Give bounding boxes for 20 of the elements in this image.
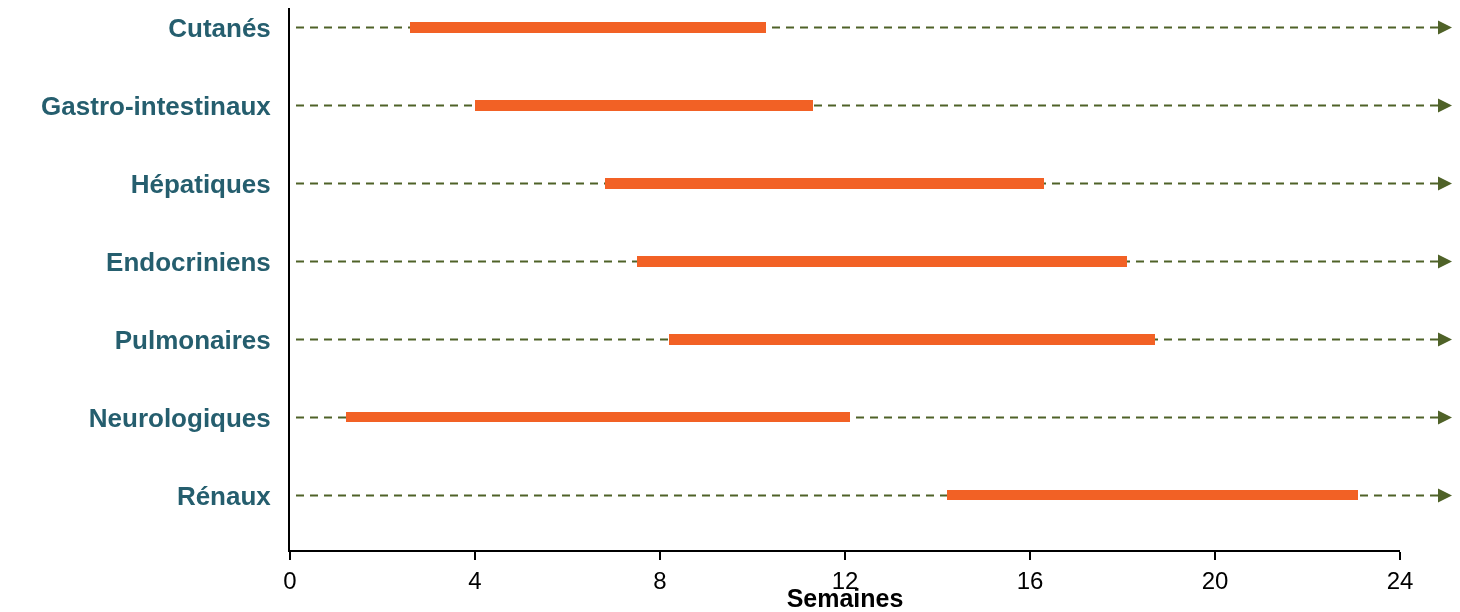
bar — [410, 22, 766, 33]
x-tick-label: 4 — [468, 566, 482, 594]
y-tick-label: Pulmonaires — [114, 324, 271, 355]
x-tick-label: 20 — [1201, 566, 1229, 594]
y-tick-label: Rénaux — [176, 480, 272, 511]
x-tick-label: 0 — [283, 566, 297, 594]
y-tick-label: Neurologiques — [88, 402, 271, 433]
x-tick-label: 16 — [1016, 566, 1044, 594]
y-tick-label: Hépatiques — [130, 168, 271, 199]
y-tick-label: Cutanés — [168, 12, 271, 43]
bar — [346, 412, 850, 422]
bar — [669, 334, 1155, 345]
x-tick-label: 24 — [1386, 566, 1414, 594]
bar — [637, 256, 1127, 267]
bar — [475, 100, 813, 111]
y-tick-label: Endocriniens — [106, 246, 271, 277]
y-tick-label: Gastro-intestinaux — [41, 90, 272, 121]
bar — [605, 178, 1044, 189]
x-tick-label: 8 — [653, 566, 667, 594]
bar — [947, 490, 1358, 500]
